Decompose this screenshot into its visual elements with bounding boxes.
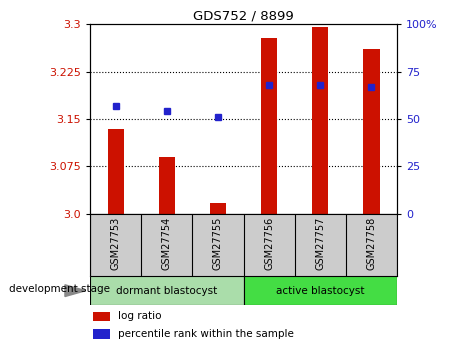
Bar — [93, 312, 110, 321]
Bar — [159, 157, 175, 214]
Bar — [261, 38, 277, 214]
Text: GSM27755: GSM27755 — [213, 217, 223, 270]
Text: GSM27758: GSM27758 — [366, 217, 376, 270]
Text: GSM27753: GSM27753 — [111, 217, 121, 270]
Text: dormant blastocyst: dormant blastocyst — [116, 286, 217, 296]
Bar — [108, 129, 124, 214]
Text: log ratio: log ratio — [118, 312, 161, 322]
Bar — [312, 27, 328, 214]
Text: active blastocyst: active blastocyst — [276, 286, 364, 296]
Bar — [363, 49, 379, 214]
Bar — [93, 329, 110, 339]
Text: GSM27756: GSM27756 — [264, 217, 274, 270]
Title: GDS752 / 8899: GDS752 / 8899 — [193, 10, 294, 23]
Bar — [210, 203, 226, 214]
Text: GSM27754: GSM27754 — [162, 217, 172, 270]
Text: percentile rank within the sample: percentile rank within the sample — [118, 329, 294, 339]
Text: development stage: development stage — [9, 284, 110, 294]
Bar — [244, 276, 397, 305]
Text: GSM27757: GSM27757 — [315, 217, 325, 270]
Polygon shape — [65, 285, 86, 296]
Bar — [90, 276, 244, 305]
